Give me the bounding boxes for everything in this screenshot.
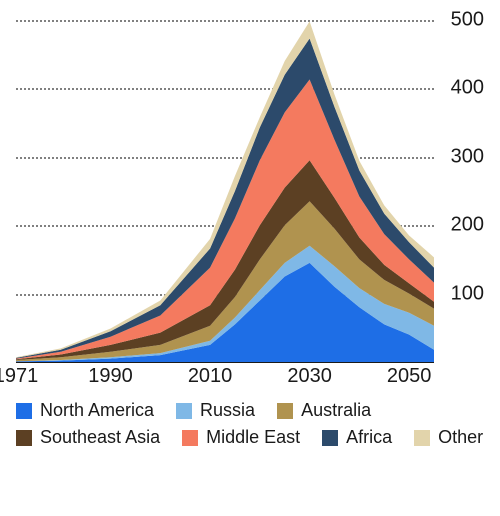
chart-svg bbox=[16, 20, 434, 362]
legend-item-africa: Africa bbox=[322, 427, 392, 448]
legend-item-middle-east: Middle East bbox=[182, 427, 300, 448]
legend-item-australia: Australia bbox=[277, 400, 371, 421]
legend-label: Australia bbox=[301, 400, 371, 421]
y-tick-label: 100 bbox=[438, 282, 484, 305]
legend-label: Other bbox=[438, 427, 483, 448]
legend-label: Middle East bbox=[206, 427, 300, 448]
legend-item-southeast-asia: Southeast Asia bbox=[16, 427, 160, 448]
legend: North America Russia Australia Southeast As… bbox=[16, 400, 484, 448]
legend-swatch bbox=[176, 403, 192, 419]
legend-item-north-america: North America bbox=[16, 400, 154, 421]
y-tick-label: 500 bbox=[438, 9, 484, 32]
x-tick-label: 1990 bbox=[88, 365, 133, 388]
x-tick-label: 2010 bbox=[188, 365, 233, 388]
x-tick-label: 1971 bbox=[0, 365, 38, 388]
y-tick-label: 300 bbox=[438, 145, 484, 168]
legend-item-other: Other bbox=[414, 427, 483, 448]
legend-label: Southeast Asia bbox=[40, 427, 160, 448]
y-tick-label: 200 bbox=[438, 214, 484, 237]
legend-swatch bbox=[414, 430, 430, 446]
legend-item-russia: Russia bbox=[176, 400, 255, 421]
stacked-area-chart: 100200300400500 19711990201020302050 Nor… bbox=[16, 20, 484, 448]
legend-swatch bbox=[322, 430, 338, 446]
x-tick-label: 2030 bbox=[287, 365, 332, 388]
legend-label: North America bbox=[40, 400, 154, 421]
legend-swatch bbox=[16, 430, 32, 446]
legend-swatch bbox=[16, 403, 32, 419]
legend-swatch bbox=[277, 403, 293, 419]
y-tick-label: 400 bbox=[438, 77, 484, 100]
legend-swatch bbox=[182, 430, 198, 446]
x-axis: 19711990201020302050 bbox=[16, 362, 434, 390]
x-tick-label: 2050 bbox=[387, 365, 432, 388]
plot-area: 100200300400500 19711990201020302050 bbox=[16, 20, 484, 390]
legend-label: Russia bbox=[200, 400, 255, 421]
legend-label: Africa bbox=[346, 427, 392, 448]
